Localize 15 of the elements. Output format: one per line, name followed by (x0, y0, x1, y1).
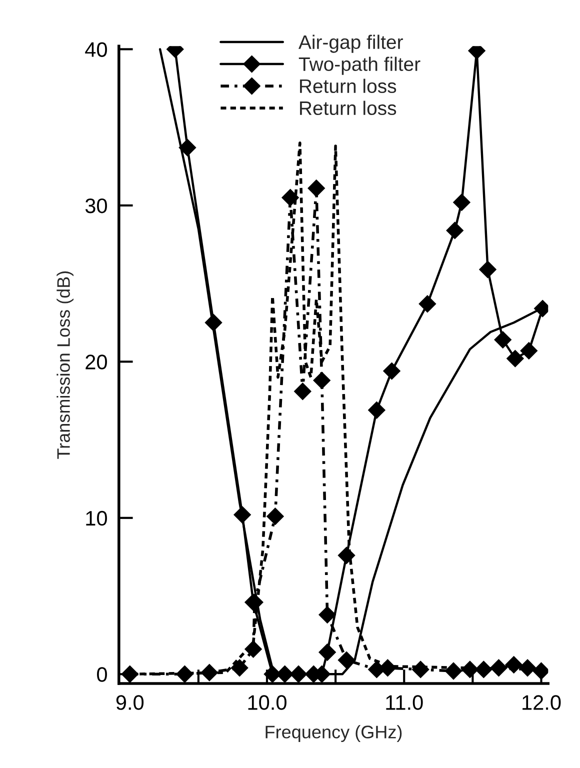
y-tick-label: 20 (86, 354, 107, 370)
legend-label: Air-gap filter (298, 34, 403, 53)
x-tick-label: 10.0 (248, 695, 286, 710)
y-tick-label: 40 (85, 42, 107, 57)
x-axis-title: Frequency (GHz) (266, 725, 402, 742)
x-tick-label: 9.0 (116, 695, 144, 710)
y-tick-label: 10 (86, 510, 107, 526)
y-axis-title: Transmission Loss (dB) (56, 271, 74, 459)
legend-label: Return loss (300, 78, 396, 94)
x-tick-label: 11.0 (386, 695, 423, 710)
x-tick-label: 12.0 (522, 695, 561, 710)
legend-label: Two-path filter (298, 56, 420, 75)
y-tick-label: 30 (85, 198, 107, 214)
y-tick-label: 0 (97, 667, 107, 682)
legend-label: Return loss (300, 100, 396, 116)
